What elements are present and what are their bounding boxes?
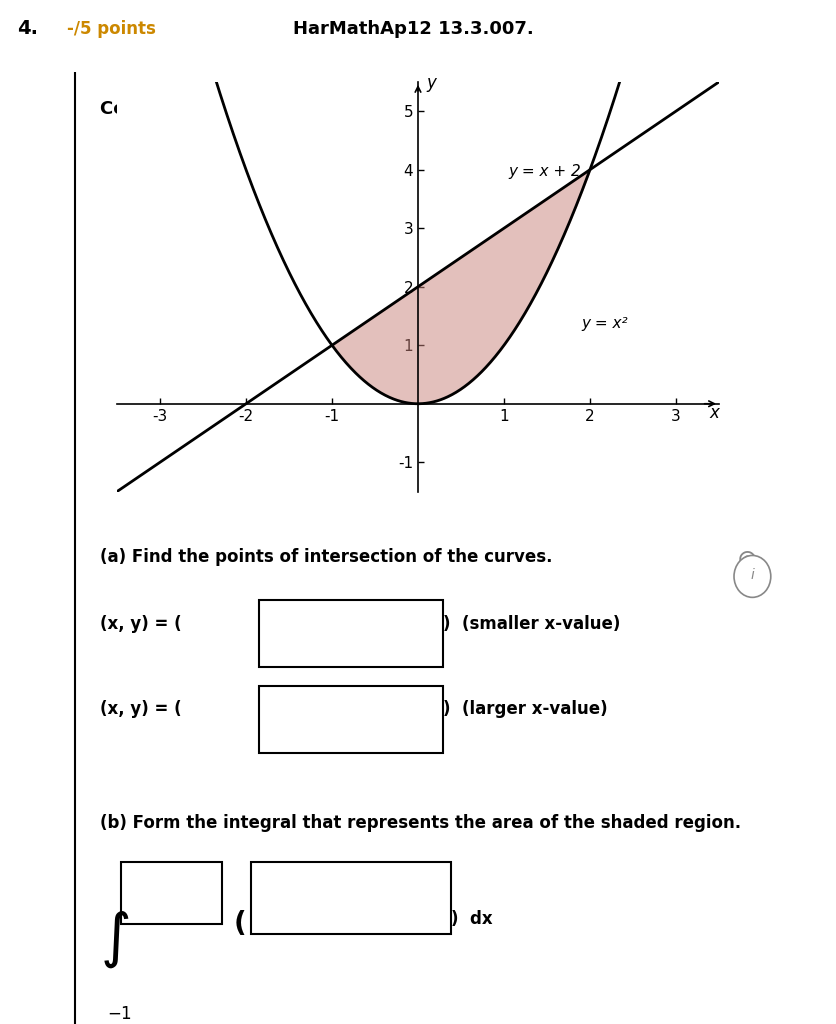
Text: −: −: [46, 20, 63, 40]
Text: )  dx: ) dx: [451, 909, 493, 928]
Text: i: i: [751, 567, 754, 582]
Text: )  (larger x-value): ) (larger x-value): [443, 700, 608, 718]
FancyBboxPatch shape: [121, 862, 222, 924]
Text: y: y: [426, 74, 436, 92]
Text: (x, y) = (: (x, y) = (: [100, 614, 182, 633]
Text: HarMathAp12 13.3.007.: HarMathAp12 13.3.007.: [293, 19, 533, 38]
FancyBboxPatch shape: [259, 686, 443, 753]
Text: y = x + 2: y = x + 2: [508, 164, 581, 178]
Text: -/5 points: -/5 points: [67, 19, 155, 38]
Text: x: x: [710, 404, 720, 422]
Text: Consider the following.: Consider the following.: [100, 100, 335, 118]
Text: $-1$: $-1$: [107, 1005, 132, 1023]
FancyBboxPatch shape: [251, 862, 451, 934]
Text: y = x²: y = x²: [581, 315, 628, 331]
Text: $\int$: $\int$: [100, 909, 130, 971]
Text: $\circledcirc$: $\circledcirc$: [736, 548, 757, 571]
FancyBboxPatch shape: [259, 600, 443, 667]
Text: )  (smaller x-value): ) (smaller x-value): [443, 614, 620, 633]
Text: (x, y) = (: (x, y) = (: [100, 700, 182, 718]
Text: 4.: 4.: [17, 19, 38, 38]
Circle shape: [734, 555, 771, 597]
Text: (a) Find the points of intersection of the curves.: (a) Find the points of intersection of t…: [100, 548, 553, 566]
Text: (: (: [234, 909, 247, 938]
Text: (b) Form the integral that represents the area of the shaded region.: (b) Form the integral that represents th…: [100, 814, 742, 833]
